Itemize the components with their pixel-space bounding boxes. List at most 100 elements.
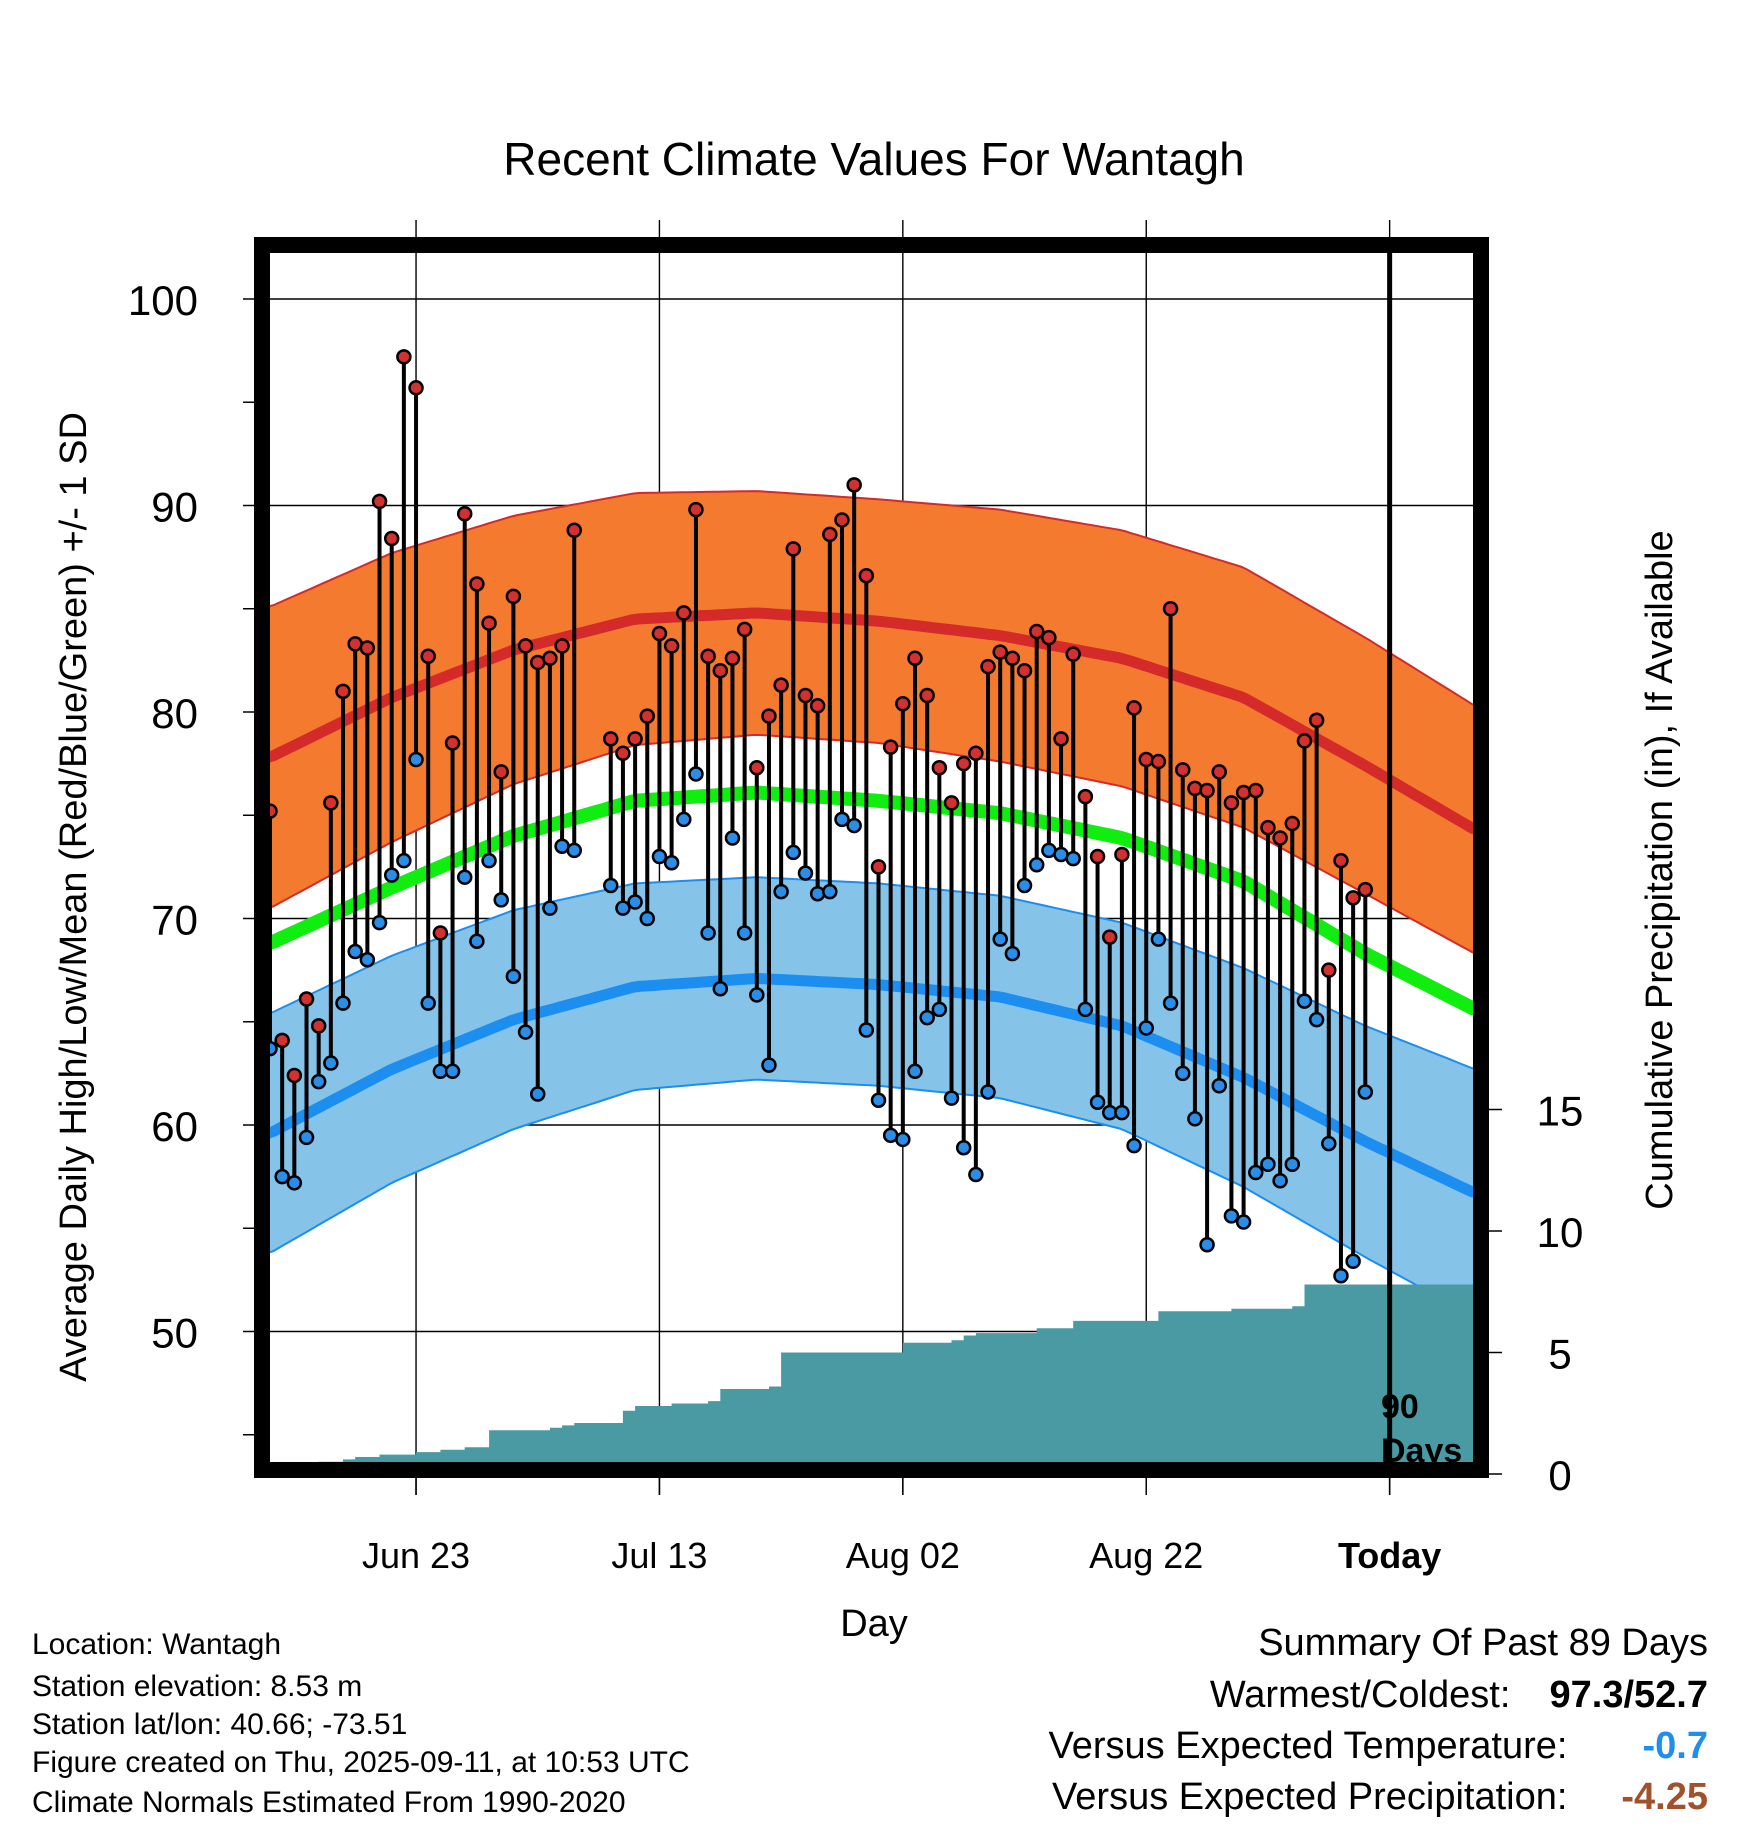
daily-high-point: [688, 501, 704, 518]
y-tick-label: 100: [128, 277, 198, 324]
daily-high-point: [1211, 764, 1228, 780]
daily-high-point: [1296, 733, 1313, 749]
daily-high-point: [554, 638, 570, 654]
daily-high-point: [1016, 662, 1033, 679]
x-tick-label: Aug 22: [1089, 1535, 1203, 1576]
y2-tick-label: 10: [1537, 1209, 1584, 1256]
daily-high-point: [846, 477, 862, 493]
daily-low-point: [286, 1175, 303, 1191]
daily-high-point: [1053, 731, 1069, 747]
summary-title: Summary Of Past 89 Days: [1258, 1622, 1708, 1664]
daily-low-point: [980, 1084, 996, 1100]
daily-low-point: [700, 925, 716, 941]
low-normal-band: [262, 876, 1480, 1319]
daily-high-point: [517, 638, 534, 654]
daily-low-point: [542, 900, 558, 916]
daily-low-point: [1296, 993, 1313, 1009]
daily-high-point: [1004, 650, 1021, 667]
daily-high-point: [469, 576, 485, 592]
daily-high-point: [1248, 782, 1264, 799]
daily-high-point: [736, 621, 753, 638]
daily-low-point: [1126, 1137, 1142, 1154]
summary-temp-row: Versus Expected Temperature: -0.7: [1049, 1725, 1708, 1768]
daily-low-point: [517, 1024, 534, 1040]
daily-high-point: [335, 683, 351, 700]
daily-low-point: [1138, 1020, 1154, 1036]
daily-low-point: [943, 1090, 960, 1106]
daily-high-point: [1235, 784, 1252, 801]
daily-high-point: [955, 755, 972, 772]
daily-low-point: [663, 854, 680, 871]
daily-low-point: [907, 1063, 923, 1080]
y2-tick-label: 5: [1548, 1331, 1571, 1378]
daily-high-point: [1150, 753, 1167, 770]
summary-precip-label: Versus Expected Precipitation:: [1052, 1776, 1568, 1818]
daily-low-point: [383, 867, 400, 883]
daily-high-point: [1162, 601, 1179, 617]
daily-low-point: [1016, 877, 1033, 894]
daily-high-point: [968, 745, 984, 762]
daily-high-point: [383, 530, 400, 547]
x-tick-label: Today: [1338, 1535, 1441, 1576]
daily-high-point: [396, 349, 412, 365]
daily-high-point: [907, 650, 923, 667]
daily-high-point: [615, 745, 631, 762]
daily-low-point: [347, 943, 363, 960]
daily-low-point: [456, 869, 473, 885]
precipitation-area: [282, 1284, 1481, 1470]
daily-high-point: [943, 795, 960, 811]
daily-low-point: [919, 1009, 935, 1026]
daily-low-point: [749, 987, 765, 1003]
daily-low-point: [797, 865, 814, 881]
x-tick-label: Aug 02: [846, 1535, 960, 1576]
summary-precip-row: Versus Expected Precipitation: -4.25: [1052, 1776, 1708, 1819]
daily-low-point: [724, 830, 741, 846]
daily-low-point: [639, 910, 656, 927]
daily-high-point: [980, 658, 996, 675]
daily-low-point: [651, 848, 668, 865]
daily-low-point: [396, 852, 412, 869]
daily-high-point: [359, 640, 376, 656]
daily-high-point: [1199, 782, 1215, 799]
daily-low-point: [1114, 1104, 1130, 1121]
daily-low-point: [858, 1022, 875, 1038]
daily-low-point: [1211, 1078, 1228, 1094]
daily-low-point: [1321, 1135, 1337, 1152]
daily-high-point: [420, 648, 436, 664]
daily-low-point: [1272, 1173, 1288, 1189]
y-tick-label: 60: [151, 1103, 198, 1150]
daily-low-point: [1150, 931, 1167, 947]
daily-high-point: [797, 687, 814, 704]
daily-high-point: [1260, 819, 1276, 836]
daily-high-point: [1089, 848, 1106, 865]
daily-low-point: [785, 844, 802, 861]
daily-low-point: [505, 968, 522, 985]
daily-low-point: [335, 995, 351, 1011]
y-tick-label: 80: [151, 690, 198, 737]
daily-high-point: [724, 650, 741, 667]
footer-normals: Climate Normals Estimated From 1990-2020: [32, 1786, 626, 1819]
x-tick-label: Jul 13: [611, 1535, 707, 1576]
low-normal-line: [262, 973, 1480, 1199]
daily-high-point: [371, 493, 388, 510]
daily-low-point: [481, 852, 497, 869]
y-tick-label: 70: [151, 897, 198, 944]
daily-low-point: [1077, 1001, 1094, 1018]
daily-high-point: [712, 662, 729, 679]
daily-low-point: [566, 842, 582, 859]
daily-high-point: [1101, 929, 1118, 945]
daily-low-point: [444, 1063, 461, 1080]
chart-title: Recent Climate Values For Wantagh: [503, 133, 1244, 185]
daily-high-point: [700, 648, 716, 664]
daily-high-point: [1357, 881, 1374, 898]
daily-low-point: [627, 894, 643, 910]
y2-axis-label: Cumulative Precipitation (in), If Availa…: [1639, 530, 1681, 1209]
daily-low-point: [323, 1055, 339, 1071]
daily-high-point: [651, 625, 668, 642]
daily-high-point: [1321, 962, 1337, 978]
daily-low-point: [822, 883, 838, 900]
footer-location: Location: Wantagh: [32, 1628, 282, 1661]
daily-low-point: [736, 925, 753, 941]
days-annotation-line1: 90: [1381, 1388, 1419, 1426]
